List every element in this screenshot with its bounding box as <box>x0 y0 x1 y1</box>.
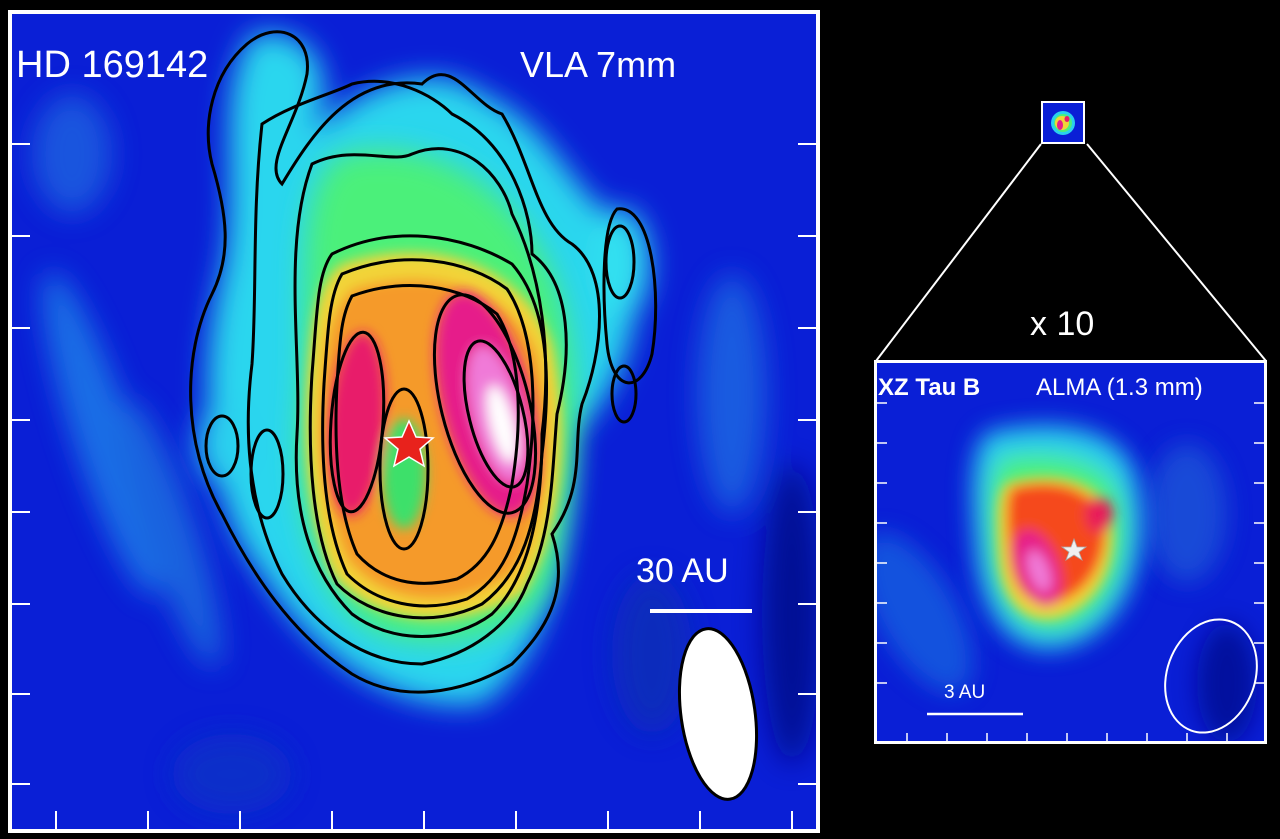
source-label-hd169142: HD 169142 <box>16 44 209 86</box>
star-icon <box>1060 537 1088 561</box>
xztaub-map-panel <box>874 360 1267 744</box>
star-icon <box>383 419 435 468</box>
zoom-thumbnail <box>1041 101 1085 144</box>
axis-ticks <box>12 143 816 829</box>
hd169142-map-panel <box>8 10 820 833</box>
band-label-vla: VLA 7mm <box>520 44 677 85</box>
zoom-factor-label: x 10 <box>1030 305 1095 343</box>
source-label-xztaub: XZ Tau B <box>878 374 981 401</box>
contour-lines <box>189 30 658 694</box>
xztaub-emission-map <box>877 363 1264 741</box>
band-label-alma: ALMA (1.3 mm) <box>1036 374 1203 401</box>
hd169142-emission-map <box>12 14 816 829</box>
scale-bar-label-left: 30 AU <box>636 552 729 590</box>
beam-ellipse <box>677 627 759 801</box>
scale-bar-label-right: 3 AU <box>944 682 986 703</box>
beam-ellipse <box>1164 618 1258 734</box>
